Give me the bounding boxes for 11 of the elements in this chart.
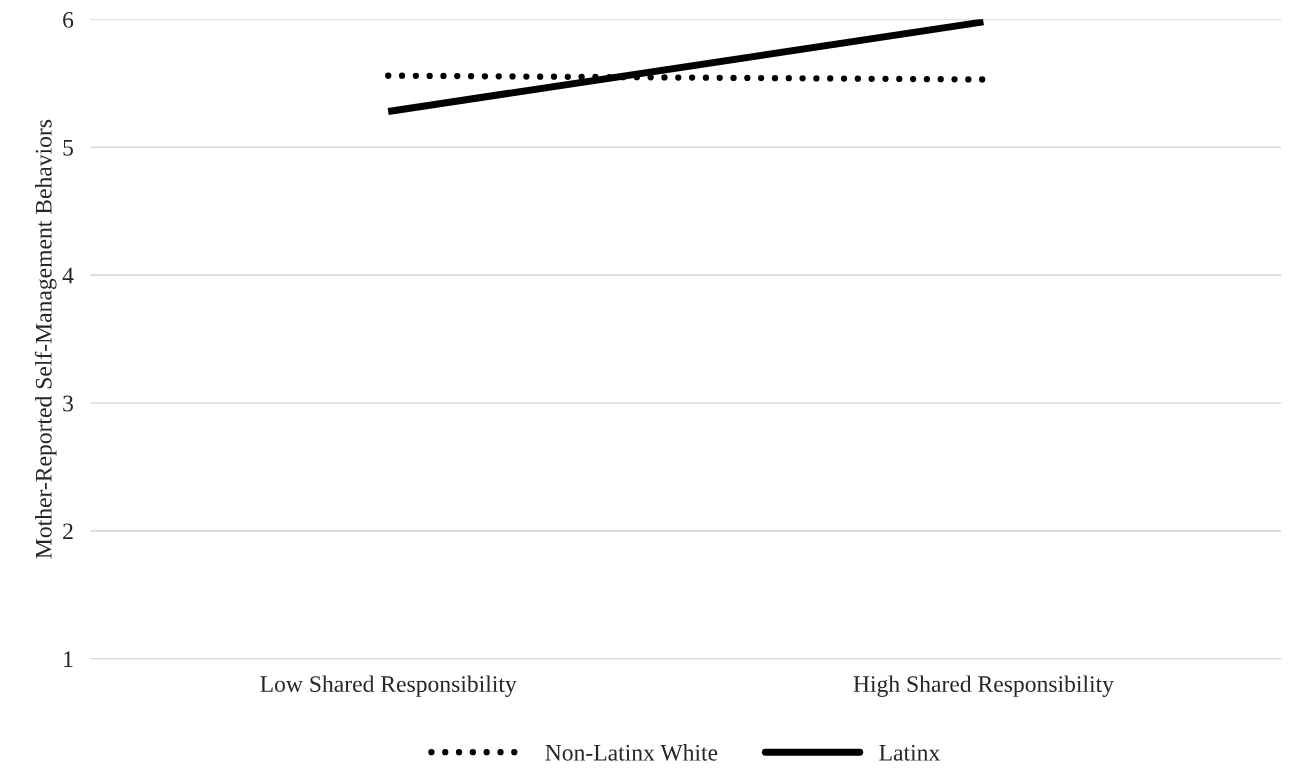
- y-tick-label: 5: [63, 139, 73, 156]
- y-tick-label: 2: [63, 523, 73, 540]
- y-tick-label: 6: [63, 11, 74, 28]
- x-tick-label: Low Shared Responsibility: [260, 675, 517, 697]
- legend-label: Non-Latinx White: [545, 744, 718, 761]
- y-axis-title: Mother-Reported Self-Management Behaviors: [34, 119, 57, 559]
- y-tick-label: 3: [63, 395, 73, 412]
- y-tick-label: 1: [64, 651, 73, 667]
- legend-label: Latinx: [879, 744, 940, 761]
- y-tick-label: 4: [62, 267, 74, 284]
- x-tick-label: High Shared Responsibility: [853, 675, 1114, 697]
